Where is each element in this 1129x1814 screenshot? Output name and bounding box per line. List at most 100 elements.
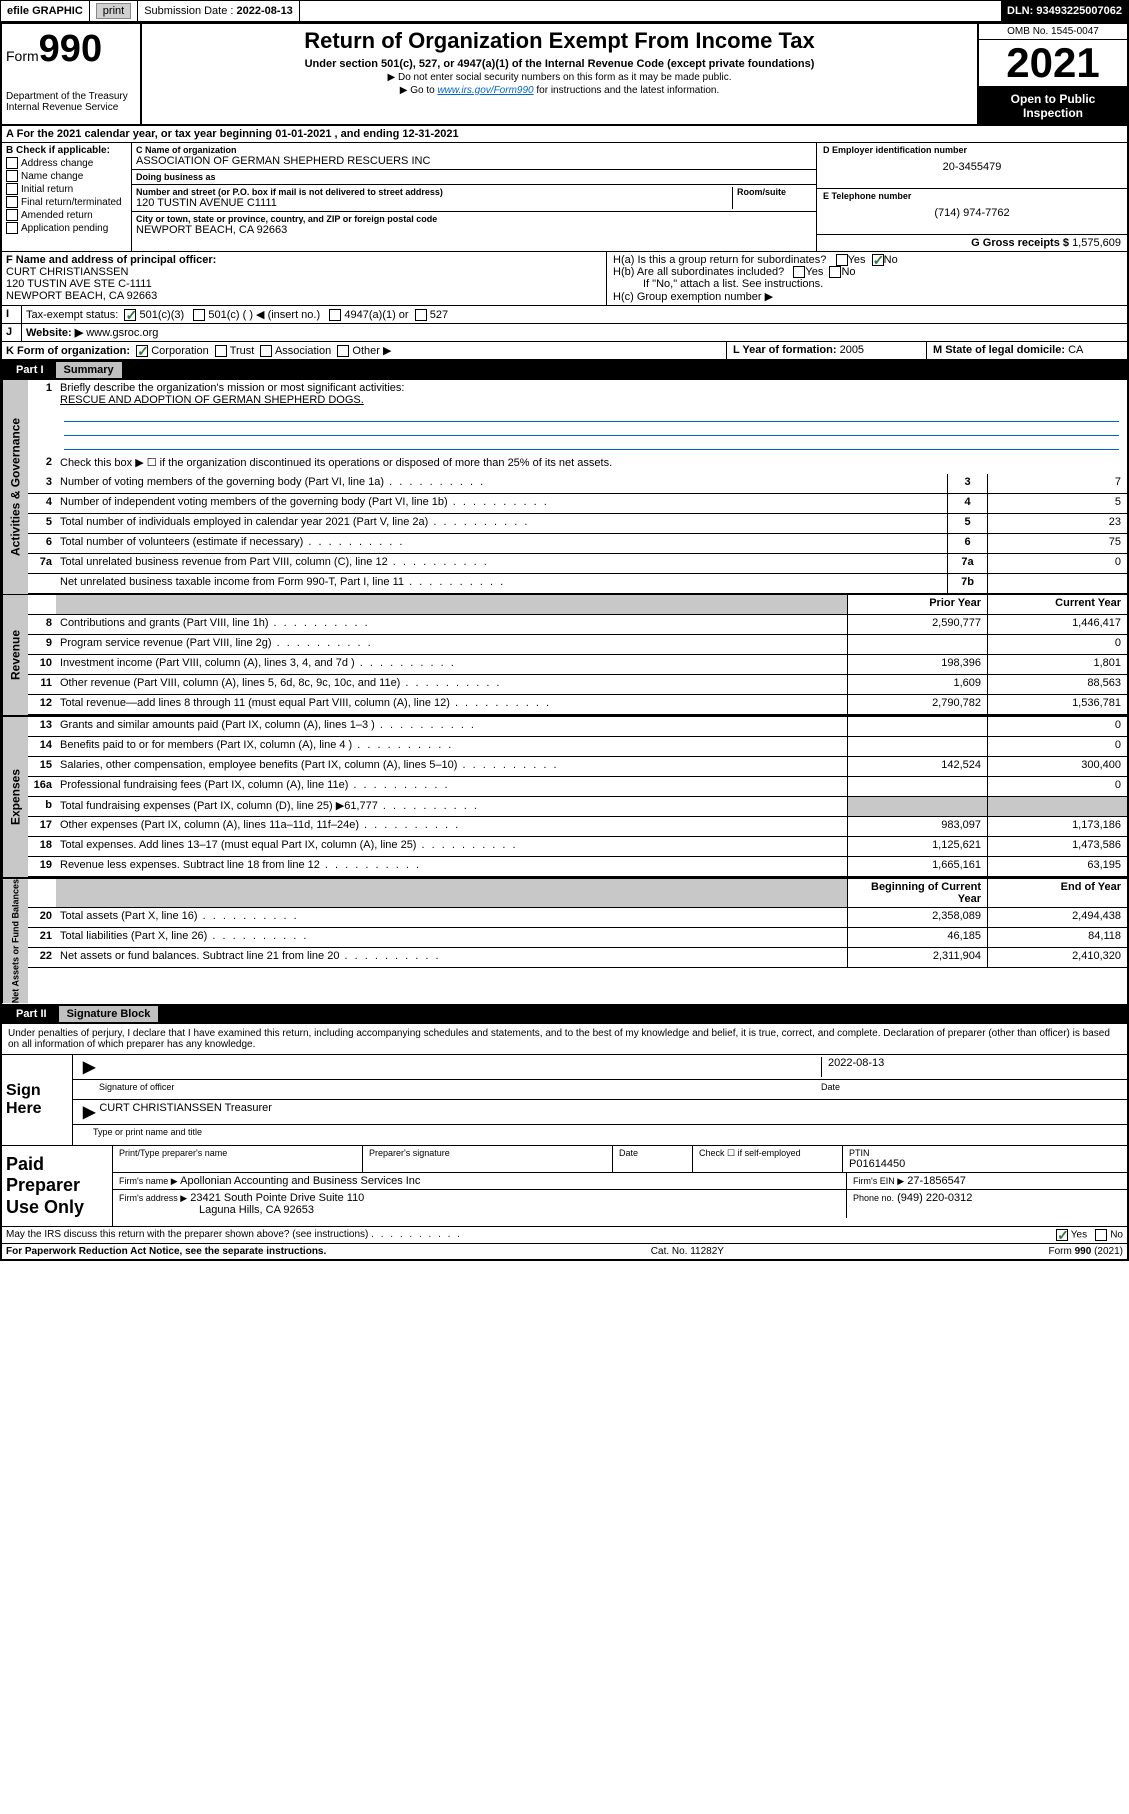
city-label: City or town, state or province, country… — [136, 214, 812, 224]
signature-date: 2022-08-13 — [821, 1057, 1121, 1077]
self-employed-check: Check ☐ if self-employed — [693, 1146, 843, 1172]
summary-row: 7aTotal unrelated business revenue from … — [28, 554, 1127, 574]
print-button-wrap: print — [90, 1, 138, 21]
chk-501c3[interactable] — [124, 309, 136, 321]
part1-label: Part I — [8, 364, 52, 376]
chk-name-change[interactable] — [6, 170, 18, 182]
firm-addr1: 23421 South Pointe Drive Suite 110 — [190, 1192, 364, 1204]
governance-section: Activities & Governance 1 Briefly descri… — [2, 380, 1127, 594]
form-number-block: Form990 Department of the Treasury Inter… — [2, 24, 142, 124]
addr-label: Number and street (or P.O. box if mail i… — [136, 187, 732, 197]
part1-title: Summary — [56, 362, 122, 378]
room-label: Room/suite — [737, 187, 812, 197]
officer-name: CURT CHRISTIANSSEN — [6, 266, 128, 278]
tab-governance: Activities & Governance — [2, 380, 28, 594]
form-title: Return of Organization Exempt From Incom… — [150, 28, 969, 54]
tab-expenses: Expenses — [2, 717, 28, 877]
form-title-block: Return of Organization Exempt From Incom… — [142, 24, 977, 124]
officer-addr2: NEWPORT BEACH, CA 92663 — [6, 290, 157, 302]
ptin-label: PTIN — [849, 1148, 1121, 1158]
open-public-badge: Open to Public Inspection — [979, 86, 1127, 124]
form-note1: ▶ Do not enter social security numbers o… — [150, 72, 969, 83]
omb-number: OMB No. 1545-0047 — [979, 24, 1127, 40]
summary-row: 10Investment income (Part VIII, column (… — [28, 655, 1127, 675]
summary-row: 20Total assets (Part X, line 16)2,358,08… — [28, 908, 1127, 928]
summary-row: 8Contributions and grants (Part VIII, li… — [28, 615, 1127, 635]
chk-4947[interactable] — [329, 309, 341, 321]
year-formation: 2005 — [840, 344, 864, 356]
chk-initial-return[interactable] — [6, 183, 18, 195]
form-header: Form990 Department of the Treasury Inter… — [2, 24, 1127, 126]
state-domicile: CA — [1068, 344, 1083, 356]
part2-label: Part II — [8, 1008, 55, 1020]
hb-no[interactable] — [829, 266, 841, 278]
col-beginning: Beginning of Current Year — [847, 879, 987, 907]
summary-row: bTotal fundraising expenses (Part IX, co… — [28, 797, 1127, 817]
ha-yes[interactable] — [836, 254, 848, 266]
section-m: M State of legal domicile: CA — [927, 342, 1127, 359]
summary-row: 4Number of independent voting members of… — [28, 494, 1127, 514]
chk-corp[interactable] — [136, 345, 148, 357]
summary-row: 12Total revenue—add lines 8 through 11 (… — [28, 695, 1127, 715]
summary-row: 21Total liabilities (Part X, line 26)46,… — [28, 928, 1127, 948]
chk-final-return[interactable] — [6, 196, 18, 208]
ha-no[interactable] — [872, 254, 884, 266]
website-row: J Website: ▶ www.gsroc.org — [2, 324, 1127, 342]
form-subtitle: Under section 501(c), 527, or 4947(a)(1)… — [150, 58, 969, 70]
prep-name-label: Print/Type preparer's name — [119, 1148, 356, 1158]
dept-label: Department of the Treasury Internal Reve… — [6, 71, 136, 113]
expenses-section: Expenses 13Grants and similar amounts pa… — [2, 715, 1127, 877]
summary-row: 5Total number of individuals employed in… — [28, 514, 1127, 534]
form-org-row: K Form of organization: Corporation Trus… — [2, 342, 1127, 360]
discuss-no[interactable] — [1095, 1229, 1107, 1241]
arrow-icon: ▶ — [79, 1102, 99, 1122]
chk-501c[interactable] — [193, 309, 205, 321]
tax-status-label: Tax-exempt status: — [26, 309, 118, 321]
chk-trust[interactable] — [215, 345, 227, 357]
mission-text: RESCUE AND ADOPTION OF GERMAN SHEPHERD D… — [60, 394, 364, 406]
dba-label: Doing business as — [136, 172, 812, 182]
chk-address-change[interactable] — [6, 157, 18, 169]
discuss-label: May the IRS discuss this return with the… — [6, 1229, 368, 1240]
line-i-label: I — [2, 306, 22, 323]
col-prior-year: Prior Year — [847, 595, 987, 614]
org-name: ASSOCIATION OF GERMAN SHEPHERD RESCUERS … — [136, 155, 812, 167]
irs-link[interactable]: www.irs.gov/Form990 — [437, 85, 533, 96]
section-h-group: H(a) Is this a group return for subordin… — [607, 252, 1127, 305]
firm-ein-label: Firm's EIN ▶ — [853, 1176, 904, 1186]
ein-label: D Employer identification number — [823, 145, 1121, 155]
firm-name-label: Firm's name ▶ — [119, 1176, 178, 1186]
cat-no: Cat. No. 11282Y — [651, 1246, 724, 1257]
chk-other[interactable] — [337, 345, 349, 357]
section-c-name: C Name of organization ASSOCIATION OF GE… — [132, 143, 817, 251]
gross-receipts-value: 1,575,609 — [1072, 237, 1121, 249]
type-name-label: Type or print name and title — [73, 1125, 1127, 1145]
chk-amended[interactable] — [6, 209, 18, 221]
form-990-container: Form990 Department of the Treasury Inter… — [0, 22, 1129, 1261]
summary-row: Net unrelated business taxable income fr… — [28, 574, 1127, 594]
discuss-row: May the IRS discuss this return with the… — [2, 1227, 1127, 1244]
hb-yes[interactable] — [793, 266, 805, 278]
firm-name: Apollonian Accounting and Business Servi… — [180, 1175, 420, 1187]
section-b-title: B Check if applicable: — [6, 145, 110, 156]
chk-assoc[interactable] — [260, 345, 272, 357]
prep-sig-label: Preparer's signature — [369, 1148, 606, 1158]
discuss-yes[interactable] — [1056, 1229, 1068, 1241]
chk-app-pending[interactable] — [6, 222, 18, 234]
print-button[interactable]: print — [96, 3, 131, 19]
arrow-icon: ▶ — [79, 1057, 99, 1077]
summary-row: 6Total number of volunteers (estimate if… — [28, 534, 1127, 554]
line-a-tax-year: A For the 2021 calendar year, or tax yea… — [2, 126, 1127, 143]
revenue-section: Revenue Prior Year Current Year 8Contrib… — [2, 594, 1127, 715]
summary-row: 18Total expenses. Add lines 13–17 (must … — [28, 837, 1127, 857]
form-num-footer: 990 — [1075, 1246, 1092, 1257]
firm-phone: (949) 220-0312 — [897, 1192, 972, 1204]
chk-527[interactable] — [415, 309, 427, 321]
firm-phone-label: Phone no. — [853, 1193, 894, 1203]
org-name-label: C Name of organization — [136, 145, 812, 155]
sign-here-label: Sign Here — [2, 1055, 72, 1145]
section-deg: D Employer identification number 20-3455… — [817, 143, 1127, 251]
k-label: K Form of organization: — [6, 345, 130, 357]
section-l: L Year of formation: 2005 — [727, 342, 927, 359]
gross-receipts-label: G Gross receipts $ — [971, 237, 1069, 249]
